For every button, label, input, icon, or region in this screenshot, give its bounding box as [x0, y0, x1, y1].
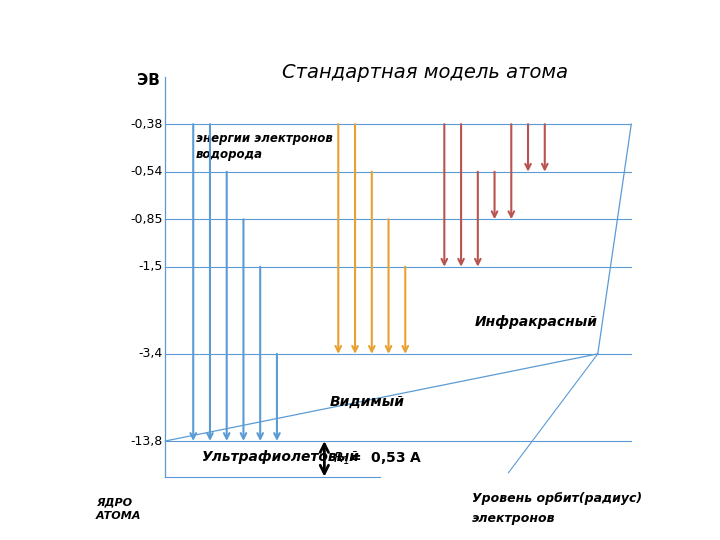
Text: -0,85: -0,85: [130, 213, 163, 226]
Text: $R_1$=  0,53 А: $R_1$= 0,53 А: [333, 450, 422, 467]
Text: -0,54: -0,54: [130, 165, 163, 178]
Polygon shape: [113, 516, 142, 517]
Text: -3,4: -3,4: [138, 347, 163, 360]
Text: АТОМА: АТОМА: [96, 511, 141, 521]
Polygon shape: [112, 530, 145, 531]
Polygon shape: [130, 516, 165, 517]
Text: ЭВ: ЭВ: [137, 73, 160, 88]
Polygon shape: [133, 530, 160, 531]
Text: Инфракрасный: Инфракрасный: [475, 315, 598, 329]
Text: Видимый: Видимый: [330, 394, 405, 408]
Text: ЯДРО: ЯДРО: [96, 497, 132, 508]
Text: Стандартная модель атома: Стандартная модель атома: [282, 63, 568, 82]
Text: электронов: электронов: [472, 512, 556, 525]
Text: -1,5: -1,5: [138, 260, 163, 273]
Text: Уровень орбит(радиус): Уровень орбит(радиус): [472, 492, 642, 505]
Text: энергии электронов
водорода: энергии электронов водорода: [196, 132, 333, 161]
Text: Ультрафиолетовый: Ультрафиолетовый: [202, 450, 359, 464]
Text: -0,38: -0,38: [130, 118, 163, 131]
Text: -13,8: -13,8: [130, 435, 163, 448]
